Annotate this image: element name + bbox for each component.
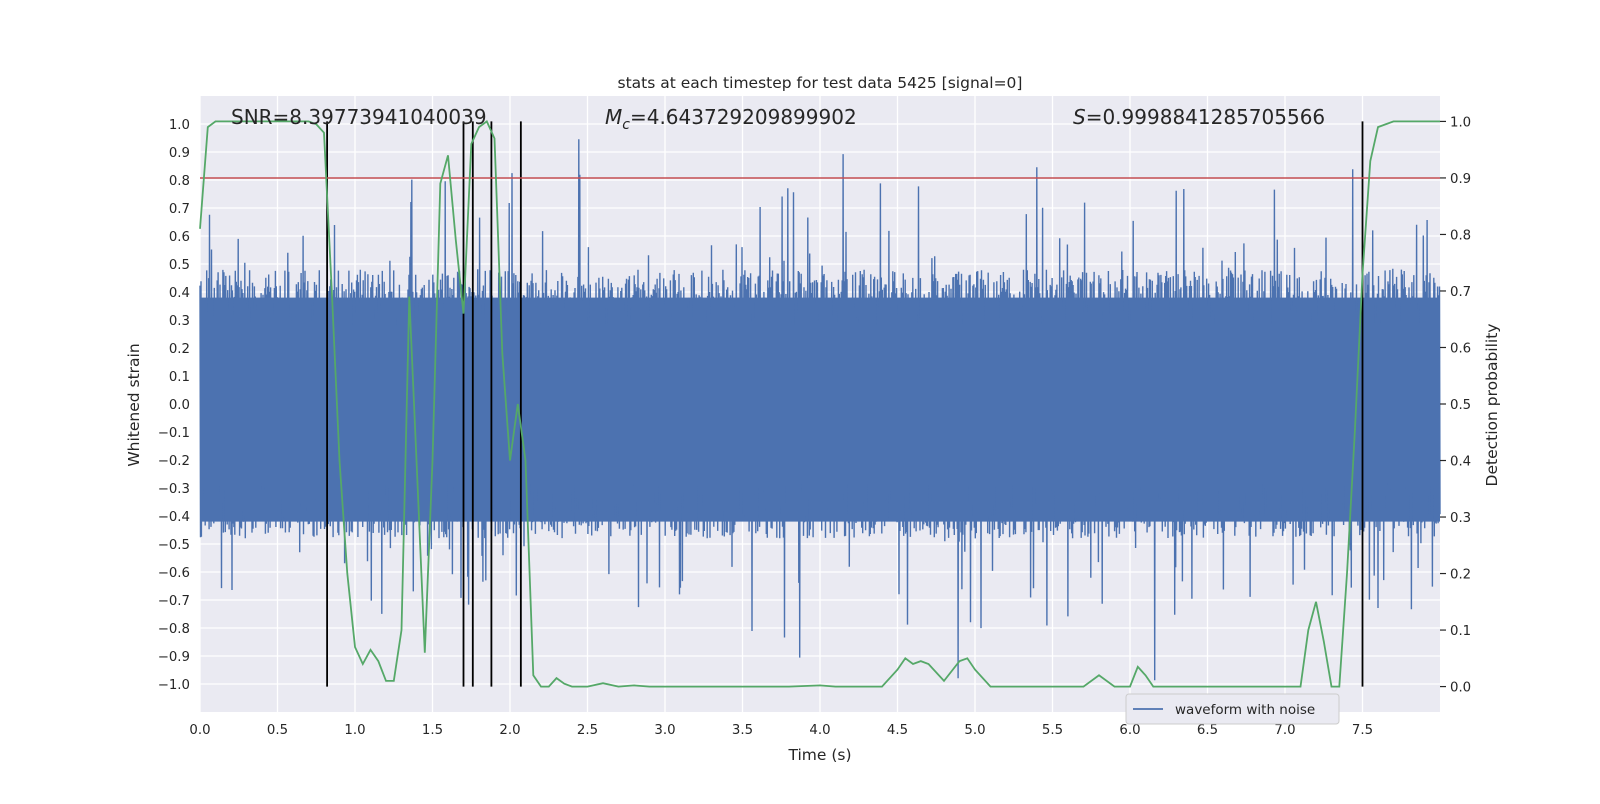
y-tick-label: 0.6 <box>169 230 190 245</box>
probability-line <box>199 120 1440 688</box>
y-tick-label: 0.8 <box>169 174 190 189</box>
y-tick-label: 1.0 <box>169 118 190 133</box>
y2-tick-label: 0.6 <box>1450 341 1471 356</box>
x-tick-label: 2.5 <box>577 723 598 738</box>
y2-tick-label: 1.0 <box>1450 115 1471 130</box>
y-tick-label: −0.9 <box>158 650 190 665</box>
score-annotation: S=0.9998841285705566 <box>1073 105 1325 129</box>
y-tick-label: 0.1 <box>169 370 190 385</box>
y2-tick-label: 0.0 <box>1450 681 1471 696</box>
y-tick-label: −0.8 <box>158 622 190 637</box>
snr-annotation: SNR=8.39773941040039 <box>231 105 487 129</box>
y2-ticks: 1.0 0.9 0.8 0.7 0.6 0.5 0.4 0.3 0.2 0.1 0.0 <box>1440 115 1471 696</box>
x-tick-label: 1.5 <box>422 723 443 738</box>
chirp-mass-annotation: Mc=4.643729209899902 <box>605 105 857 133</box>
y-tick-label: −0.1 <box>158 426 190 441</box>
x-tick-label: 7.5 <box>1352 723 1373 738</box>
y-tick-label: 0.5 <box>169 258 190 273</box>
y2-tick-label: 0.3 <box>1450 511 1471 526</box>
x-tick-label: 5.5 <box>1042 723 1063 738</box>
x-tick-label: 1.0 <box>344 723 365 738</box>
y-tick-label: −0.6 <box>158 566 190 581</box>
x-tick-label: 7.0 <box>1274 723 1295 738</box>
y-ticks: 1.0 0.9 0.8 0.7 0.6 0.5 0.4 0.3 0.2 0.1 0.0 −0.1 −0.… <box>158 118 190 693</box>
x-tick-label: 3.5 <box>732 723 753 738</box>
x-tick-label: 5.0 <box>964 723 985 738</box>
x-tick-label: 2.0 <box>499 723 520 738</box>
trigger-lines <box>326 121 1364 687</box>
legend-box <box>1125 693 1340 725</box>
x-ticks: 0.0 0.5 1.0 1.5 2.0 2.5 3.0 3.5 4.0 4.5 5.0 5.5 6.0 6… <box>189 723 1373 738</box>
y2-tick-label: 0.1 <box>1450 624 1471 639</box>
legend-label-strain: waveform with noise <box>1175 702 1315 718</box>
y-tick-label: 0.2 <box>169 342 190 357</box>
strain-line <box>199 139 1441 681</box>
x-tick-label: 4.0 <box>809 723 830 738</box>
x-tick-label: 6.0 <box>1119 723 1140 738</box>
y2-tick-label: 0.7 <box>1450 285 1471 300</box>
y-tick-label: 0.4 <box>169 286 190 301</box>
y-tick-label: 0.0 <box>169 398 190 413</box>
y2-tick-label: 0.2 <box>1450 568 1471 583</box>
y-tick-label: −1.0 <box>158 678 190 693</box>
x-tick-label: 0.5 <box>267 723 288 738</box>
probability-series <box>199 120 1440 688</box>
y-tick-label: −0.4 <box>158 510 190 525</box>
y-tick-label: −0.7 <box>158 594 190 609</box>
y-tick-label: 0.7 <box>169 202 190 217</box>
y2-tick-label: 0.9 <box>1450 172 1471 187</box>
chart-title: stats at each timestep for test data 542… <box>618 74 1023 92</box>
x-tick-label: 4.5 <box>887 723 908 738</box>
y-tick-label: −0.2 <box>158 454 190 469</box>
x-tick-label: 0.0 <box>189 723 210 738</box>
y2-tick-label: 0.8 <box>1450 228 1471 243</box>
y2-axis-label: Detection probability <box>1483 324 1501 487</box>
x-tick-label: 3.0 <box>654 723 675 738</box>
x-tick-label: 6.5 <box>1197 723 1218 738</box>
y2-tick-label: 0.4 <box>1450 455 1471 470</box>
y2-tick-label: 0.5 <box>1450 398 1471 413</box>
y-tick-label: 0.9 <box>169 146 190 161</box>
y-axis-label: Whitened strain <box>125 343 143 466</box>
y-tick-label: −0.5 <box>158 538 190 553</box>
x-axis-label: Time (s) <box>787 746 851 764</box>
legend: waveform with noise <box>1125 693 1340 725</box>
y-tick-label: 0.3 <box>169 314 190 329</box>
y-tick-label: −0.3 <box>158 482 190 497</box>
